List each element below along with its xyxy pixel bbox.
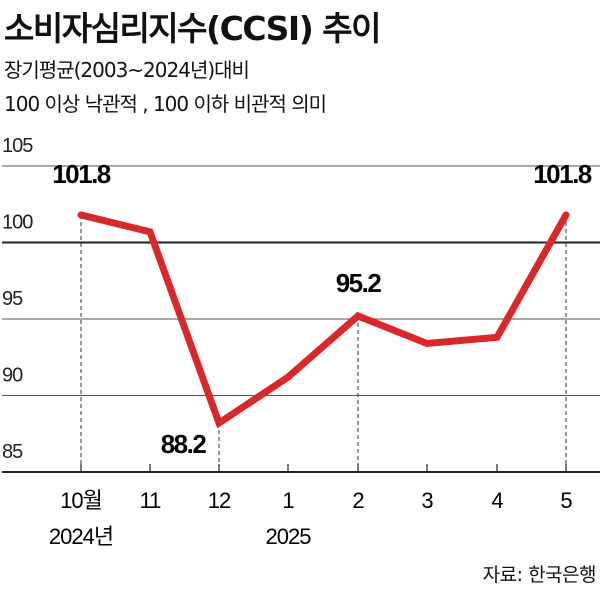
- data-label: 95.2: [336, 268, 382, 298]
- y-tick-label: 105: [2, 135, 33, 157]
- x-tick-label: 1: [282, 488, 294, 513]
- x-tick-label: 2: [352, 488, 364, 513]
- chart-subtitle-1: 장기평균(2003~2024년)대비: [4, 58, 250, 82]
- data-label: 88.2: [161, 429, 207, 459]
- year-label: 2024년: [49, 524, 113, 549]
- chart-title: 소비자심리지수(CCSI) 추이: [4, 9, 382, 48]
- year-label: 2025: [266, 524, 312, 549]
- source-note: 자료: 한국은행: [482, 564, 597, 586]
- x-tick-label: 3: [421, 488, 433, 513]
- data-label: 101.8: [52, 159, 111, 189]
- x-tick-label: 10월: [60, 488, 102, 513]
- series-line: [77, 211, 570, 429]
- y-tick-label: 95: [2, 288, 23, 310]
- y-tick-label: 90: [2, 365, 23, 387]
- y-tick-label: 100: [2, 212, 33, 234]
- y-tick-label: 85: [2, 441, 23, 463]
- x-tick-label: 11: [140, 488, 162, 513]
- x-tick-label: 12: [208, 488, 231, 513]
- chart-subtitle-2: 100 이상 낙관적 , 100 이하 비관적 의미: [4, 92, 327, 116]
- data-label: 101.8: [533, 159, 592, 189]
- x-tick-label: 4: [491, 488, 503, 513]
- x-tick-label: 5: [560, 488, 572, 513]
